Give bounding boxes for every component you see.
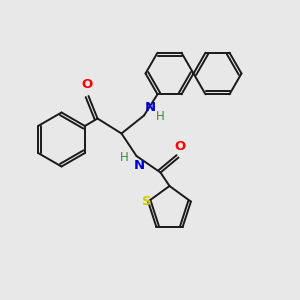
Text: N: N: [145, 101, 156, 114]
Text: O: O: [174, 140, 186, 153]
Text: O: O: [81, 79, 93, 92]
Text: H: H: [119, 151, 128, 164]
Text: H: H: [155, 110, 164, 124]
Text: S: S: [142, 195, 152, 208]
Text: N: N: [134, 159, 145, 172]
